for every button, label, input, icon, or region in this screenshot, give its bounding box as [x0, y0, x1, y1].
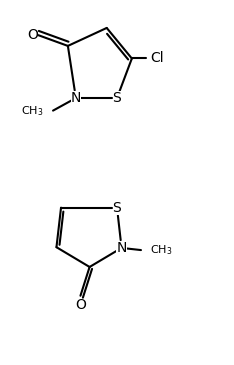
Text: S: S — [113, 201, 121, 215]
Text: O: O — [27, 28, 38, 42]
Text: Cl: Cl — [150, 51, 164, 65]
Text: S: S — [113, 91, 121, 105]
Text: N: N — [116, 241, 127, 255]
Text: O: O — [75, 298, 86, 312]
Text: CH$_3$: CH$_3$ — [21, 104, 44, 118]
Text: N: N — [71, 91, 81, 105]
Text: CH$_3$: CH$_3$ — [150, 243, 173, 257]
